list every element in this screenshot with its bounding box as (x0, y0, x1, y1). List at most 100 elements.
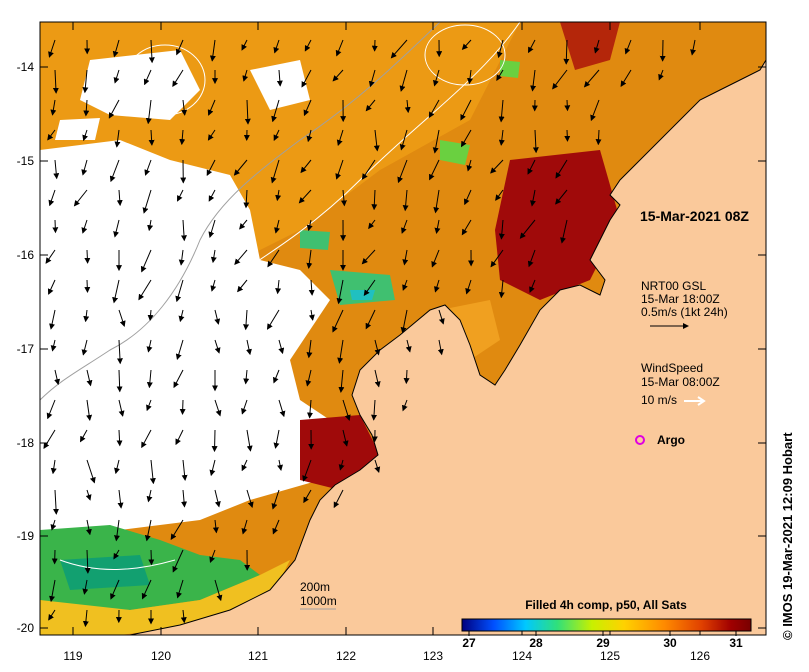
colorbar (461, 618, 752, 632)
contour-1000m-label: 1000m (300, 594, 337, 608)
current-vector (177, 189, 184, 202)
current-vector (208, 219, 216, 238)
y-tick-label: -19 (17, 529, 35, 543)
current-vector (335, 39, 344, 57)
current-vector (306, 339, 313, 359)
current-vector (308, 279, 315, 296)
current-vector (278, 399, 286, 418)
current-vector (298, 189, 312, 204)
argo-marker-icon (635, 435, 645, 445)
current-vector (402, 249, 409, 266)
current-vector (401, 219, 408, 234)
current-vector (48, 39, 56, 58)
current-vector (271, 489, 280, 510)
current-vector (180, 219, 187, 242)
current-vector (527, 249, 536, 268)
current-vector (460, 129, 472, 148)
current-vector (117, 489, 124, 509)
current-vector (83, 309, 90, 323)
current-vector (45, 249, 56, 264)
current-vector (555, 189, 568, 205)
current-vector (108, 99, 120, 119)
current-vector (214, 489, 221, 508)
current-vector (371, 399, 378, 421)
current-vector (498, 219, 505, 240)
timestamp-label: 15-Mar-2021 08Z (640, 208, 749, 224)
y-tick-label: -20 (17, 621, 35, 635)
current-vector (170, 519, 184, 541)
current-vector (304, 39, 312, 52)
current-vector (336, 279, 344, 305)
current-vector (306, 249, 313, 269)
colorbar-title: Filled 4h comp, p50, All Sats (525, 598, 687, 612)
current-vector (336, 129, 344, 147)
current-vector (146, 489, 153, 503)
current-vector (181, 459, 188, 481)
current-vector (437, 339, 444, 356)
current-vector (175, 429, 184, 446)
current-vector (363, 279, 376, 297)
current-vector (564, 99, 571, 112)
current-vector (404, 99, 411, 114)
current-vector (402, 279, 408, 291)
bathymetry-contour (124, 44, 206, 116)
current-vector (405, 339, 412, 353)
current-vector (113, 549, 120, 560)
map-frame (39, 21, 767, 636)
current-vector (267, 249, 280, 268)
current-vector (624, 39, 632, 55)
colorbar-tick-label: 29 (596, 636, 610, 650)
current-vector (593, 39, 600, 54)
current-vector (85, 489, 92, 501)
colorbar-tick-label: 30 (663, 636, 677, 650)
current-vector (82, 609, 89, 628)
current-vector (172, 549, 184, 573)
current-vector (214, 339, 221, 354)
current-vector (86, 369, 93, 387)
current-vector (266, 309, 280, 330)
current-vector (242, 69, 249, 82)
current-vector (433, 69, 440, 87)
current-vector (114, 129, 121, 148)
current-vector (237, 279, 248, 293)
current-vector (438, 309, 445, 325)
currents-title: NRT00 GSL (641, 279, 706, 293)
currents-time: 15-Mar 18:00Z (641, 292, 720, 306)
current-vector (53, 489, 60, 515)
current-vector (529, 279, 536, 293)
current-vector (461, 39, 472, 51)
current-vector (431, 249, 440, 268)
current-vector (397, 159, 408, 184)
y-tick-label: -15 (17, 154, 35, 168)
current-vector (342, 429, 349, 447)
current-vector (172, 69, 184, 88)
no-data-patch (55, 118, 100, 140)
current-vector (141, 429, 152, 449)
current-vector (234, 249, 248, 265)
current-vector (555, 159, 568, 179)
current-vector (180, 609, 187, 624)
y-tick-label: -16 (17, 248, 35, 262)
current-vector (402, 189, 409, 212)
current-vector (47, 129, 56, 141)
current-vector (272, 519, 280, 535)
current-vector (275, 279, 282, 295)
current-vector (145, 99, 152, 125)
current-vector (118, 309, 126, 327)
cool-sst-patch (350, 290, 375, 300)
current-vector (338, 459, 345, 471)
current-vector (81, 339, 88, 356)
cool-sst-region (40, 525, 260, 610)
current-vector (590, 99, 600, 122)
current-vector (490, 249, 504, 268)
current-vector (175, 339, 184, 361)
current-vector (273, 39, 280, 54)
current-vector (110, 579, 120, 600)
current-vector (495, 189, 504, 201)
current-vector (147, 309, 154, 321)
current-vector (302, 459, 312, 482)
current-vector (361, 159, 376, 180)
x-tick-label: 121 (248, 649, 268, 663)
current-vector (73, 189, 88, 207)
